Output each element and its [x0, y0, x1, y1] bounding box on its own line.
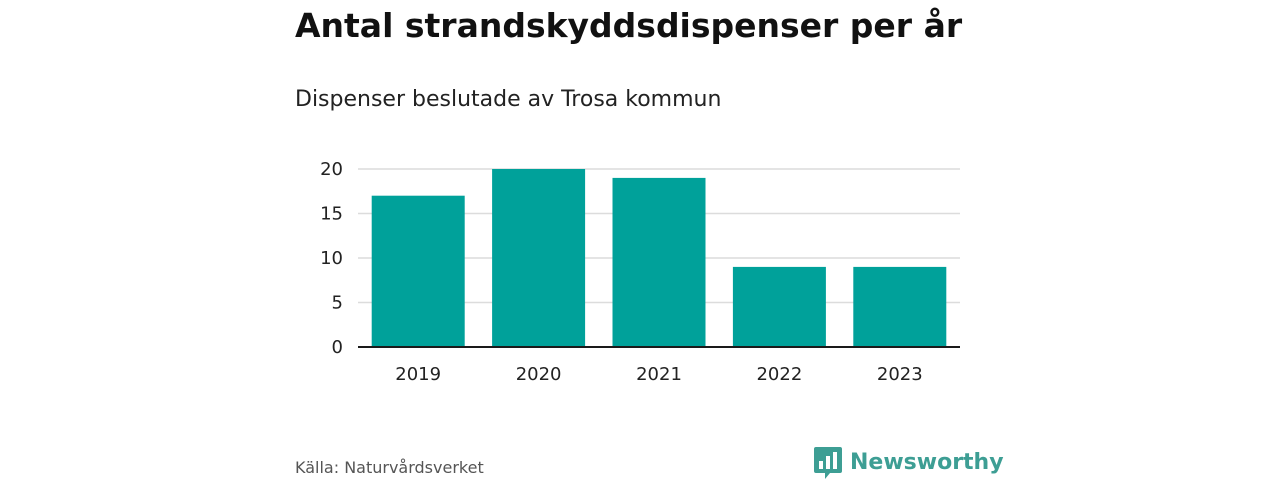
- y-tick-label: 20: [320, 159, 343, 180]
- bar: [492, 169, 586, 347]
- bar: [732, 266, 826, 347]
- bar-chart-speech-bubble-icon: [814, 447, 842, 479]
- brand-name: Newsworthy: [850, 450, 1004, 475]
- logo-bar-3: [833, 452, 837, 469]
- x-tick-label: 2020: [516, 364, 562, 385]
- logo-bar-2: [826, 456, 830, 469]
- y-tick-label: 10: [320, 248, 343, 269]
- source-note: Källa: Naturvårdsverket: [295, 458, 484, 477]
- y-tick-label: 0: [332, 337, 343, 358]
- chart-title: Antal strandskyddsdispenser per år: [295, 6, 963, 45]
- bar: [371, 195, 465, 347]
- x-tick-label: 2021: [636, 364, 682, 385]
- y-tick-label: 5: [332, 293, 343, 314]
- chart-subtitle: Dispenser beslutade av Trosa kommun: [295, 87, 722, 112]
- bar: [853, 266, 947, 347]
- bar: [612, 177, 706, 347]
- bar-chart: 0 5 10 15 20 2019 2020 2021 2022 2023: [320, 159, 960, 385]
- y-tick-label: 15: [320, 204, 343, 225]
- x-tick-label: 2022: [756, 364, 802, 385]
- x-tick-label: 2019: [395, 364, 441, 385]
- newsworthy-logo[interactable]: Newsworthy: [813, 446, 1004, 480]
- x-tick-label: 2023: [877, 364, 923, 385]
- logo-bar-1: [819, 461, 823, 469]
